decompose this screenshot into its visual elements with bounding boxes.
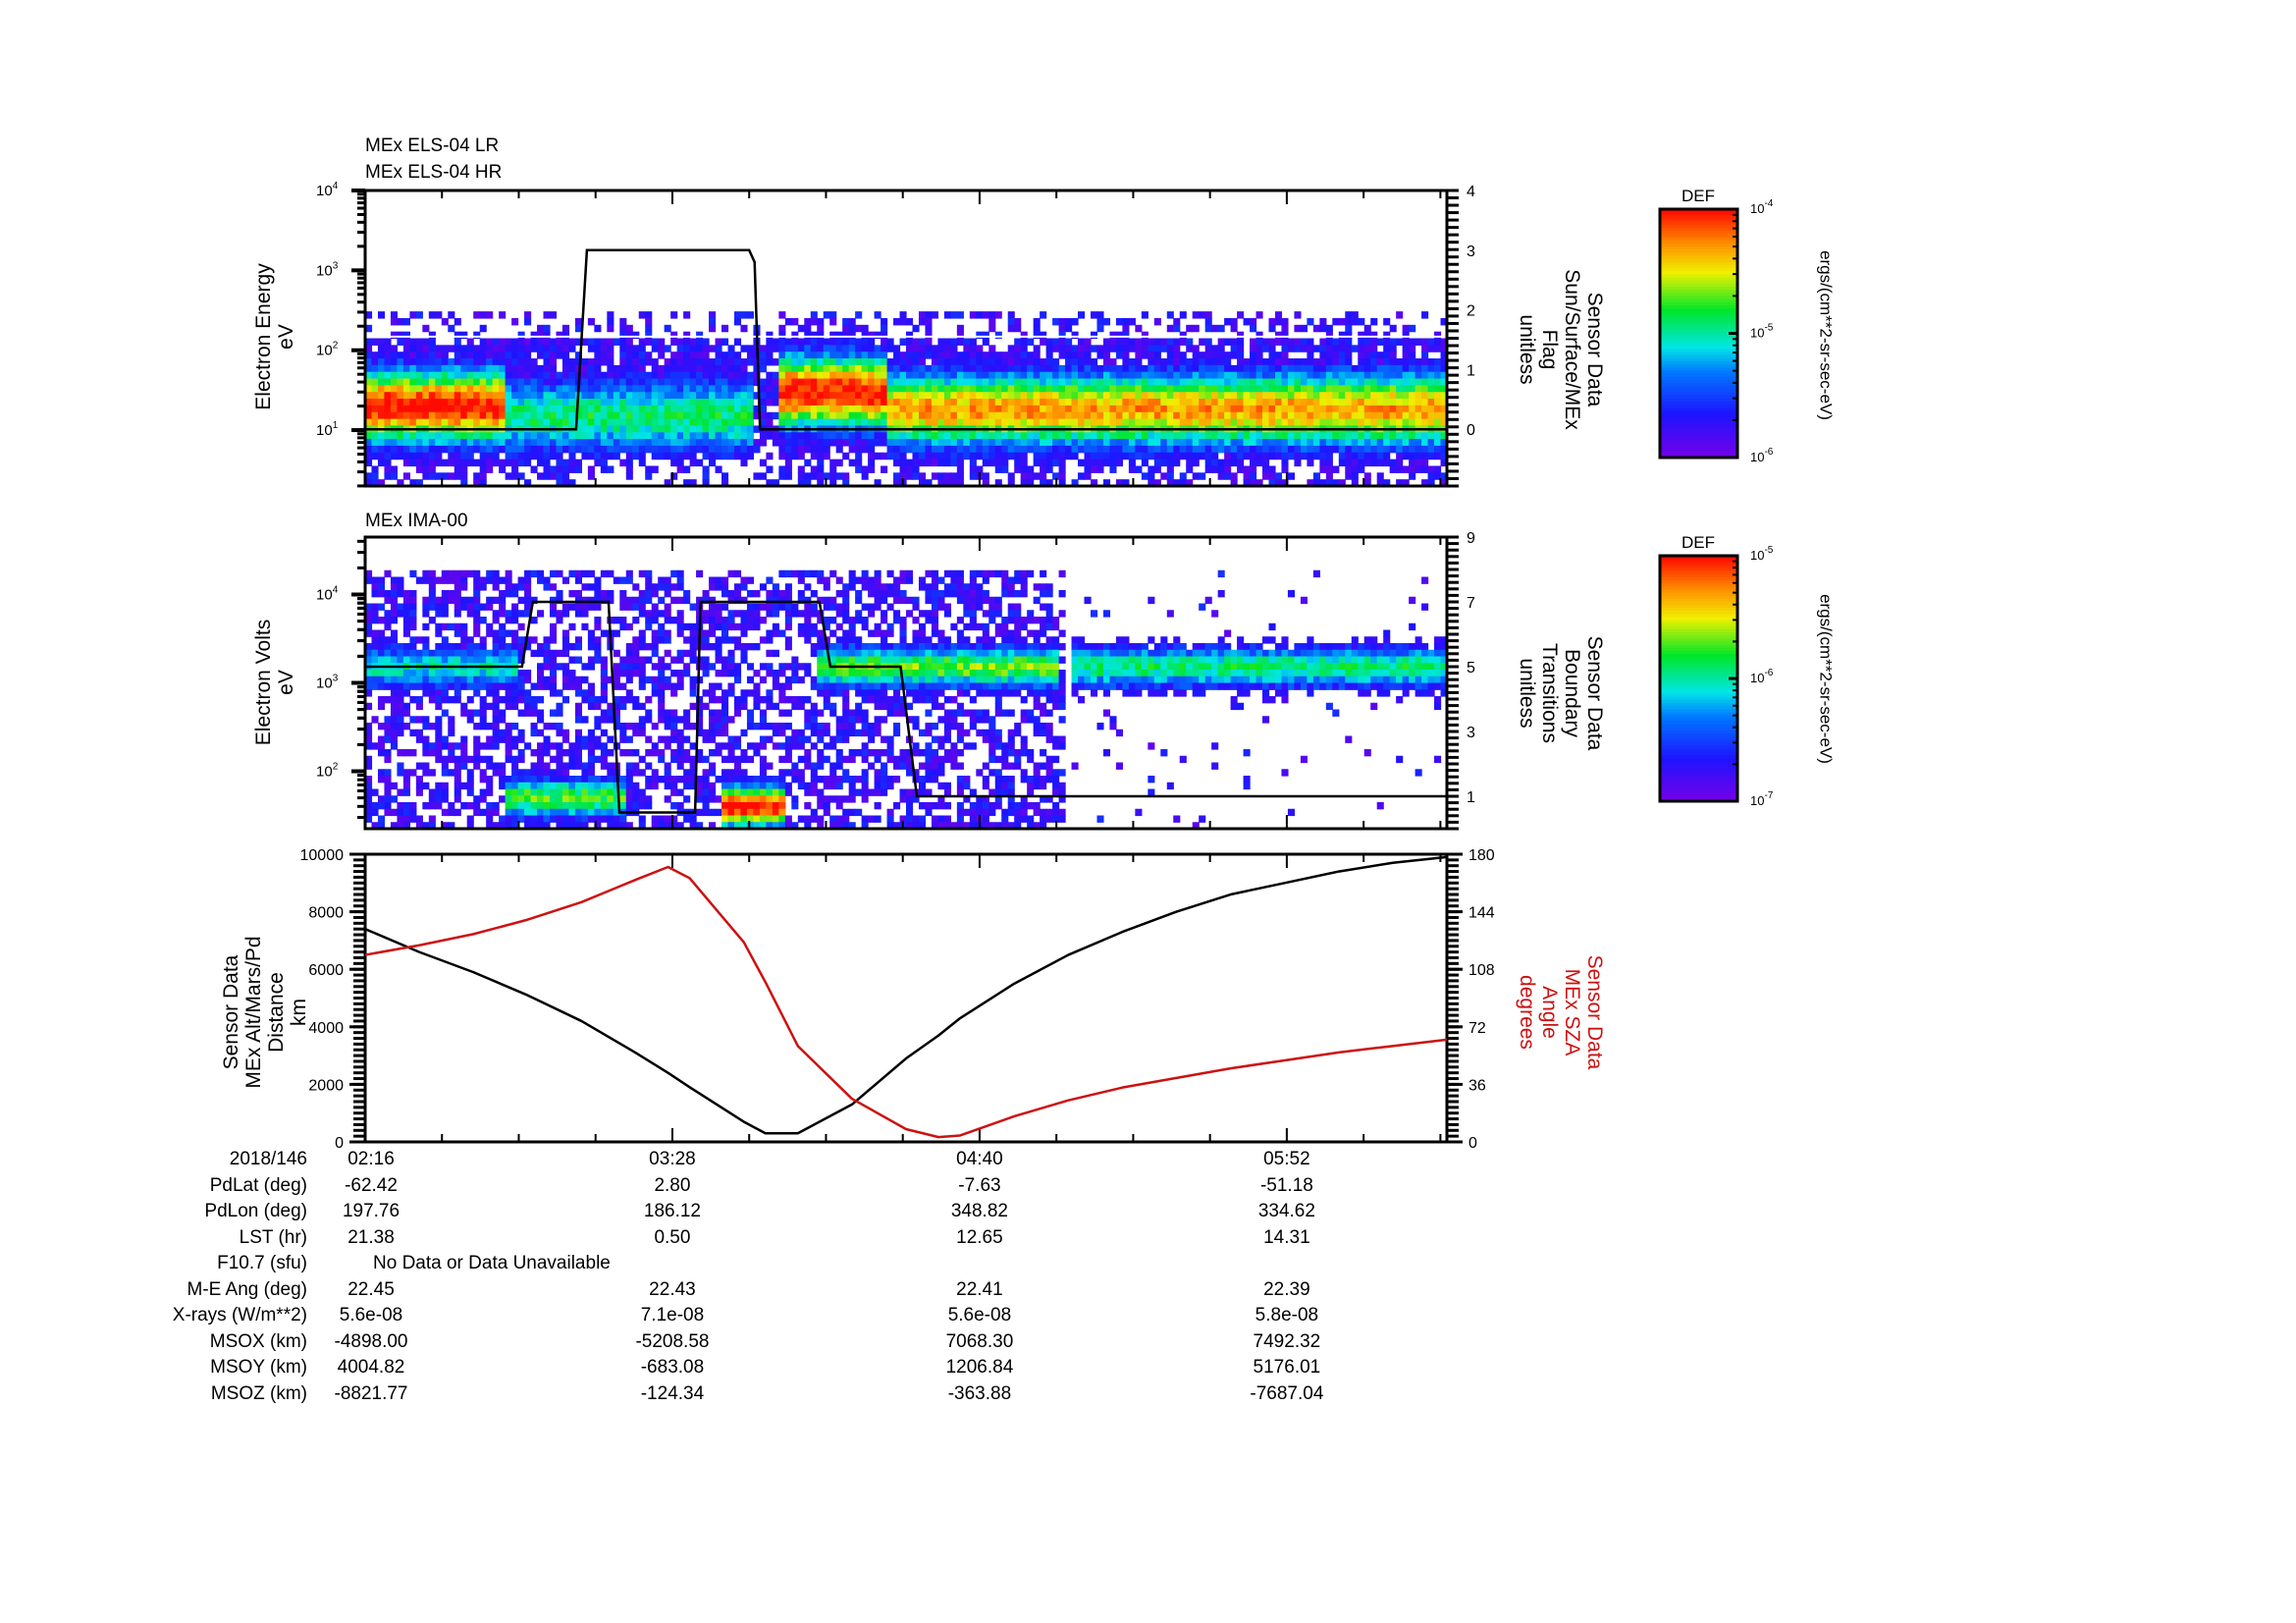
colorbar2-title: DEF bbox=[1682, 533, 1715, 552]
ephem-row-label: MSOX (km) bbox=[209, 1330, 307, 1352]
tick-label: 103 bbox=[316, 260, 339, 279]
ephem-value: -4898.00 bbox=[334, 1330, 408, 1352]
tick-label: 10-6 bbox=[1750, 447, 1774, 464]
tick-label: 104 bbox=[316, 585, 339, 604]
boundary-line bbox=[365, 600, 1447, 814]
spectrogram-cells bbox=[365, 569, 1448, 830]
ephem-value: 21.38 bbox=[347, 1226, 395, 1248]
tick-label: 3 bbox=[1467, 243, 1475, 260]
ephem-row-label: PdLon (deg) bbox=[204, 1201, 307, 1221]
ephem-value: -683.08 bbox=[640, 1357, 705, 1378]
spectrogram-cells bbox=[365, 311, 1448, 487]
tick-label: 10-7 bbox=[1750, 790, 1774, 808]
ephem-note: No Data or Data Unavailable bbox=[373, 1253, 611, 1273]
ephem-value: -7687.04 bbox=[1250, 1382, 1324, 1404]
ima-title: MEx IMA-00 bbox=[365, 511, 468, 531]
tick-label: 103 bbox=[316, 674, 339, 692]
tick-label: 10-5 bbox=[1750, 545, 1774, 563]
ephem-row-label: LST (hr) bbox=[239, 1226, 307, 1248]
ephem-row-label: M-E Ang (deg) bbox=[187, 1278, 308, 1300]
ephem-value: 7068.30 bbox=[945, 1330, 1014, 1352]
tick-label: 4 bbox=[1467, 184, 1475, 200]
tick-label: 2000 bbox=[308, 1077, 344, 1094]
tick-label: 9 bbox=[1467, 530, 1475, 547]
ephem-value: -363.88 bbox=[947, 1382, 1012, 1404]
ephem-value: 22.45 bbox=[347, 1278, 395, 1300]
tick-label: 0 bbox=[1468, 1135, 1477, 1152]
ephem-value: 186.12 bbox=[643, 1201, 702, 1221]
ephem-value: -8821.77 bbox=[334, 1382, 408, 1404]
ephem-value: -5208.58 bbox=[635, 1330, 710, 1352]
ephem-value: 12.65 bbox=[956, 1226, 1003, 1248]
tick-label: 1 bbox=[1467, 789, 1475, 806]
tick-label: 7 bbox=[1467, 595, 1475, 612]
altitude-line bbox=[364, 855, 1448, 1135]
ephem-value: 348.82 bbox=[950, 1201, 1008, 1221]
tick-label: 0 bbox=[335, 1135, 344, 1152]
tick-label: 2 bbox=[1467, 303, 1475, 320]
tick-label: 102 bbox=[316, 341, 339, 359]
tick-label: 10-5 bbox=[1750, 323, 1774, 341]
ephem-value: 14.31 bbox=[1263, 1226, 1310, 1248]
ephem-time: 04:40 bbox=[956, 1149, 1003, 1169]
ephem-value: 22.41 bbox=[956, 1278, 1003, 1300]
tick-label: 6000 bbox=[308, 962, 344, 979]
tick-label: 0 bbox=[1467, 422, 1475, 439]
ephem-value: 5.6e-08 bbox=[947, 1305, 1012, 1325]
tick-label: 10-4 bbox=[1750, 198, 1774, 216]
tick-label: 144 bbox=[1468, 905, 1495, 922]
plot-frame bbox=[363, 852, 1449, 1144]
flag-line bbox=[365, 248, 1447, 431]
ephem-value: 0.50 bbox=[654, 1226, 691, 1248]
tick-label: 8000 bbox=[308, 905, 344, 922]
ephem-row-label: F10.7 (sfu) bbox=[217, 1253, 307, 1273]
tick-label: 10-6 bbox=[1750, 668, 1774, 685]
ephem-value: 7492.32 bbox=[1253, 1330, 1321, 1352]
tick-label: 4000 bbox=[308, 1020, 344, 1037]
ephem-value: 1206.84 bbox=[945, 1357, 1014, 1378]
ephem-time: 05:52 bbox=[1263, 1149, 1310, 1169]
ephem-time: 03:28 bbox=[649, 1149, 696, 1169]
ephem-value: 7.1e-08 bbox=[640, 1305, 705, 1325]
ephem-row-label: MSOZ (km) bbox=[210, 1382, 307, 1404]
colorbar1-title: DEF bbox=[1682, 187, 1715, 205]
ephem-value: 2.80 bbox=[654, 1174, 691, 1196]
tick-label: 1 bbox=[1467, 362, 1475, 379]
tick-label: 5 bbox=[1467, 660, 1475, 676]
ephem-date: 2018/146 bbox=[229, 1149, 307, 1169]
ephem-value: 22.39 bbox=[1263, 1278, 1310, 1300]
tick-label: 108 bbox=[1468, 962, 1495, 979]
ephem-value: -124.34 bbox=[640, 1382, 705, 1404]
ephem-value: 197.76 bbox=[342, 1201, 400, 1221]
els-title-lr: MEx ELS-04 LR bbox=[365, 135, 500, 156]
ephem-value: 4004.82 bbox=[337, 1357, 405, 1378]
ephem-value: 5176.01 bbox=[1253, 1357, 1321, 1378]
ephem-row-label: PdLat (deg) bbox=[209, 1174, 307, 1196]
ephem-time: 02:16 bbox=[347, 1149, 395, 1169]
tick-label: 3 bbox=[1467, 725, 1475, 741]
ephem-value: 5.8e-08 bbox=[1255, 1305, 1319, 1325]
tick-label: 180 bbox=[1468, 847, 1495, 864]
tick-label: 10000 bbox=[300, 847, 345, 864]
ephem-row-label: MSOY (km) bbox=[210, 1357, 307, 1378]
ephem-value: -51.18 bbox=[1259, 1174, 1313, 1196]
tick-label: 36 bbox=[1468, 1077, 1486, 1094]
colorbar-2 bbox=[1658, 554, 1739, 803]
ephem-row-label: X-rays (W/m**2) bbox=[172, 1305, 307, 1325]
ephem-value: -62.42 bbox=[345, 1174, 398, 1196]
tick-label: 101 bbox=[316, 420, 339, 439]
els-title-hr: MEx ELS-04 HR bbox=[365, 162, 503, 183]
ephem-value: -7.63 bbox=[958, 1174, 1001, 1196]
tick-label: 102 bbox=[316, 762, 339, 781]
tick-label: 72 bbox=[1468, 1020, 1486, 1037]
ephem-value: 5.6e-08 bbox=[339, 1305, 403, 1325]
ephem-value: 22.43 bbox=[649, 1278, 696, 1300]
tick-label: 104 bbox=[316, 181, 339, 199]
sza-line bbox=[364, 865, 1448, 1139]
colorbar-1 bbox=[1658, 207, 1739, 460]
ephem-value: 334.62 bbox=[1257, 1201, 1315, 1221]
